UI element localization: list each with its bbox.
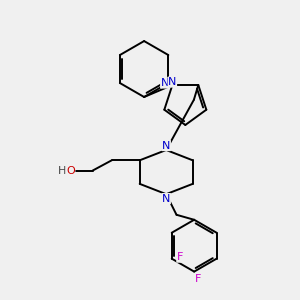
Text: N: N <box>162 194 170 204</box>
Text: N: N <box>162 141 170 151</box>
Text: H: H <box>58 166 66 176</box>
Text: O: O <box>66 166 75 176</box>
Text: F: F <box>194 274 201 284</box>
Text: N: N <box>160 78 169 88</box>
Text: N: N <box>168 77 176 87</box>
Text: F: F <box>177 252 183 262</box>
